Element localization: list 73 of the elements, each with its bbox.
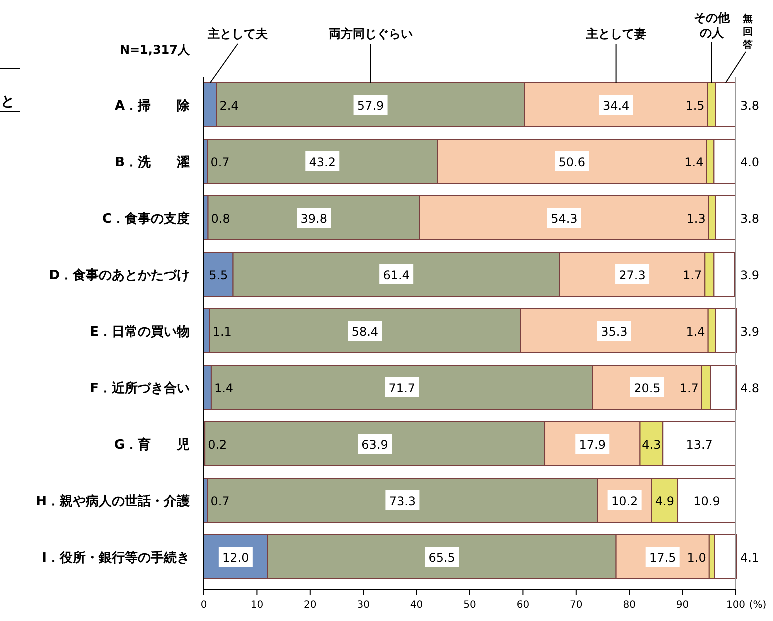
- data-label: 3.8: [740, 99, 760, 113]
- text: 主として夫: [207, 27, 269, 41]
- data-label: 2.4: [220, 99, 239, 113]
- data-label: 3.8: [740, 212, 760, 226]
- data-label: 10.9: [694, 494, 720, 508]
- data-label: 58.4: [352, 325, 379, 339]
- data-label: 1.1: [212, 325, 232, 339]
- text: その他の人: [694, 11, 731, 40]
- data-label: 35.3: [601, 325, 628, 339]
- text: 主として妻: [585, 27, 646, 41]
- data-label: 43.2: [309, 156, 336, 170]
- x-tick-label: 80: [623, 600, 636, 611]
- x-tick-label: 50: [464, 600, 476, 611]
- data-label: 0.8: [211, 212, 230, 226]
- data-label: 13.7: [686, 438, 713, 452]
- text: と: [1, 94, 15, 110]
- data-label: 1.4: [686, 325, 706, 339]
- data-label: 0.7: [210, 156, 230, 170]
- y-tick-label: D．食事のあとかたづけ: [49, 268, 190, 284]
- data-label: 17.5: [649, 551, 676, 565]
- data-label: 73.3: [389, 494, 416, 508]
- y-tick-label: F．近所づき合い: [90, 380, 190, 396]
- y-tick-label: H．親や病人の世話・介護: [36, 494, 190, 510]
- data-label: 1.7: [683, 268, 702, 282]
- y-tick-label: G．育 児: [114, 437, 190, 453]
- x-tick-label: 30: [357, 600, 370, 611]
- data-label: 34.4: [602, 99, 630, 113]
- data-label: 50.6: [558, 156, 586, 170]
- text: 両方同じぐらい: [328, 27, 413, 41]
- data-label: 0.2: [208, 438, 228, 452]
- data-label: 17.9: [579, 438, 606, 452]
- y-tick-label: I．役所・銀行等の手続き: [42, 550, 190, 566]
- data-label: 61.4: [383, 268, 410, 282]
- data-label: 4.0: [740, 156, 760, 170]
- data-label: 63.9: [362, 438, 388, 452]
- data-label: 5.5: [209, 268, 228, 282]
- data-label: 65.5: [428, 551, 456, 565]
- x-tick-label: 0: [200, 600, 208, 611]
- data-label: 3.9: [740, 268, 760, 282]
- y-tick-label: C．食事の支度: [102, 211, 190, 227]
- data-label: 27.3: [619, 268, 646, 282]
- data-label: 1.7: [680, 382, 699, 396]
- data-label: 54.3: [551, 212, 578, 226]
- data-label: 1.3: [686, 212, 706, 226]
- data-label: 4.3: [642, 438, 662, 452]
- x-tick-label: 20: [304, 600, 317, 611]
- y-tick-label: B．洗 濯: [115, 156, 190, 170]
- data-label: 3.9: [740, 325, 760, 339]
- data-label: 57.9: [357, 99, 384, 113]
- text: 無回答: [742, 13, 754, 51]
- data-label: 39.8: [300, 212, 328, 226]
- data-label: 12.0: [222, 551, 250, 565]
- x-tick-label: 70: [570, 600, 583, 611]
- data-label: 1.4: [214, 382, 234, 396]
- x-axis-title: (%): [749, 600, 767, 611]
- y-tick-label: E．日常の買い物: [90, 325, 190, 340]
- x-tick-label: 10: [250, 600, 264, 611]
- data-label: 0.7: [210, 494, 230, 508]
- x-tick-label: 100: [726, 600, 746, 611]
- x-tick-label: 60: [516, 600, 530, 611]
- data-label: 1.0: [687, 551, 706, 565]
- data-label: 4.1: [740, 551, 760, 565]
- data-label: 71.7: [388, 382, 416, 396]
- data-label: 4.8: [740, 382, 760, 396]
- x-tick-label: 40: [410, 600, 424, 611]
- data-label: 10.2: [611, 494, 638, 508]
- data-label: 4.9: [655, 494, 675, 508]
- data-label: 20.5: [634, 382, 661, 396]
- y-tick-label: A．掃 除: [114, 99, 191, 114]
- x-tick-label: 90: [676, 600, 690, 611]
- text: N=1,317人: [120, 43, 191, 57]
- data-label: 1.5: [686, 99, 705, 113]
- data-label: 1.4: [684, 156, 704, 170]
